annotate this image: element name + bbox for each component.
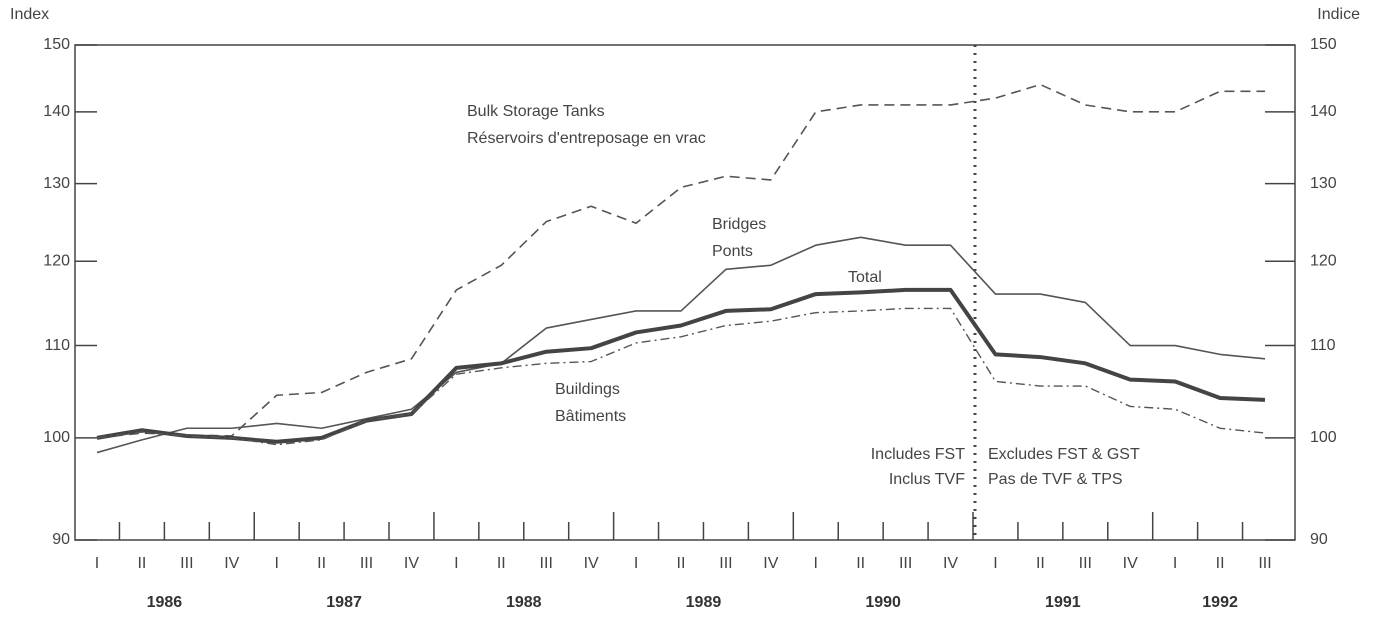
year-label: 1986 (147, 594, 183, 611)
x-tick-label: IV (1123, 555, 1138, 572)
y2-tick-label: 110 (1310, 337, 1336, 354)
y2-tick-label: 150 (1310, 36, 1337, 53)
x-tick-label: III (540, 555, 553, 572)
y-tick-label: 90 (52, 531, 70, 548)
x-tick-label: IV (584, 555, 599, 572)
series-line (96, 307, 1266, 446)
x-tick-label: II (856, 555, 865, 572)
y-tick-label: 130 (43, 175, 70, 192)
series-line (96, 83, 1265, 439)
x-tick-label: II (1216, 555, 1225, 572)
y-tick-label: 150 (43, 36, 70, 53)
series-label: Ponts (712, 243, 753, 260)
x-tick-label: IV (943, 555, 958, 572)
x-tick-label: I (993, 555, 997, 572)
year-label: 1992 (1202, 594, 1238, 611)
y2-tick-label: 90 (1310, 531, 1328, 548)
year-label: 1990 (865, 594, 901, 611)
annotation: Excludes FST & GST (988, 446, 1140, 463)
y-axis-title: Index (10, 6, 49, 23)
annotation: Inclus TVF (889, 471, 965, 488)
y2-axis-title: Indice (1317, 6, 1360, 23)
series-label: Buildings (555, 381, 620, 398)
x-tick-label: III (1079, 555, 1092, 572)
x-tick-label: I (95, 555, 99, 572)
x-tick-label: IV (763, 555, 778, 572)
x-tick-label: I (1173, 555, 1177, 572)
x-tick-label: III (899, 555, 912, 572)
series-label: Bâtiments (555, 408, 626, 425)
x-tick-label: II (497, 555, 506, 572)
x-tick-label: II (137, 555, 146, 572)
y2-tick-label: 100 (1310, 429, 1337, 446)
x-tick-label: II (677, 555, 686, 572)
x-tick-label: I (454, 555, 458, 572)
x-tick-label: III (719, 555, 732, 572)
y-tick-label: 120 (43, 252, 70, 269)
series-label: Bridges (712, 216, 766, 233)
annotation: Includes FST (871, 446, 965, 463)
series-label: Réservoirs d'entreposage en vrac (467, 130, 706, 147)
x-tick-label: III (1258, 555, 1271, 572)
y-tick-label: 110 (44, 337, 70, 354)
y2-tick-label: 130 (1310, 175, 1337, 192)
x-tick-label: IV (224, 555, 239, 572)
year-label: 1987 (326, 594, 362, 611)
x-tick-label: I (274, 555, 278, 572)
x-tick-label: III (360, 555, 373, 572)
year-label: 1989 (686, 594, 722, 611)
series-label: Bulk Storage Tanks (467, 103, 605, 120)
x-tick-label: II (317, 555, 326, 572)
y2-tick-label: 120 (1310, 252, 1337, 269)
series-label: Total (848, 269, 882, 286)
year-label: 1988 (506, 594, 542, 611)
year-label: 1991 (1045, 594, 1081, 611)
x-tick-label: I (634, 555, 638, 572)
plot-frame (74, 44, 1296, 541)
x-tick-label: III (180, 555, 193, 572)
x-tick-label: IV (404, 555, 419, 572)
y-tick-label: 140 (43, 103, 70, 120)
x-tick-label: II (1036, 555, 1045, 572)
y-tick-label: 100 (43, 429, 70, 446)
series-line (96, 287, 1266, 444)
series-line (96, 236, 1266, 454)
annotation: Pas de TVF & TPS (988, 471, 1123, 488)
y2-tick-label: 140 (1310, 103, 1337, 120)
x-tick-label: I (814, 555, 818, 572)
